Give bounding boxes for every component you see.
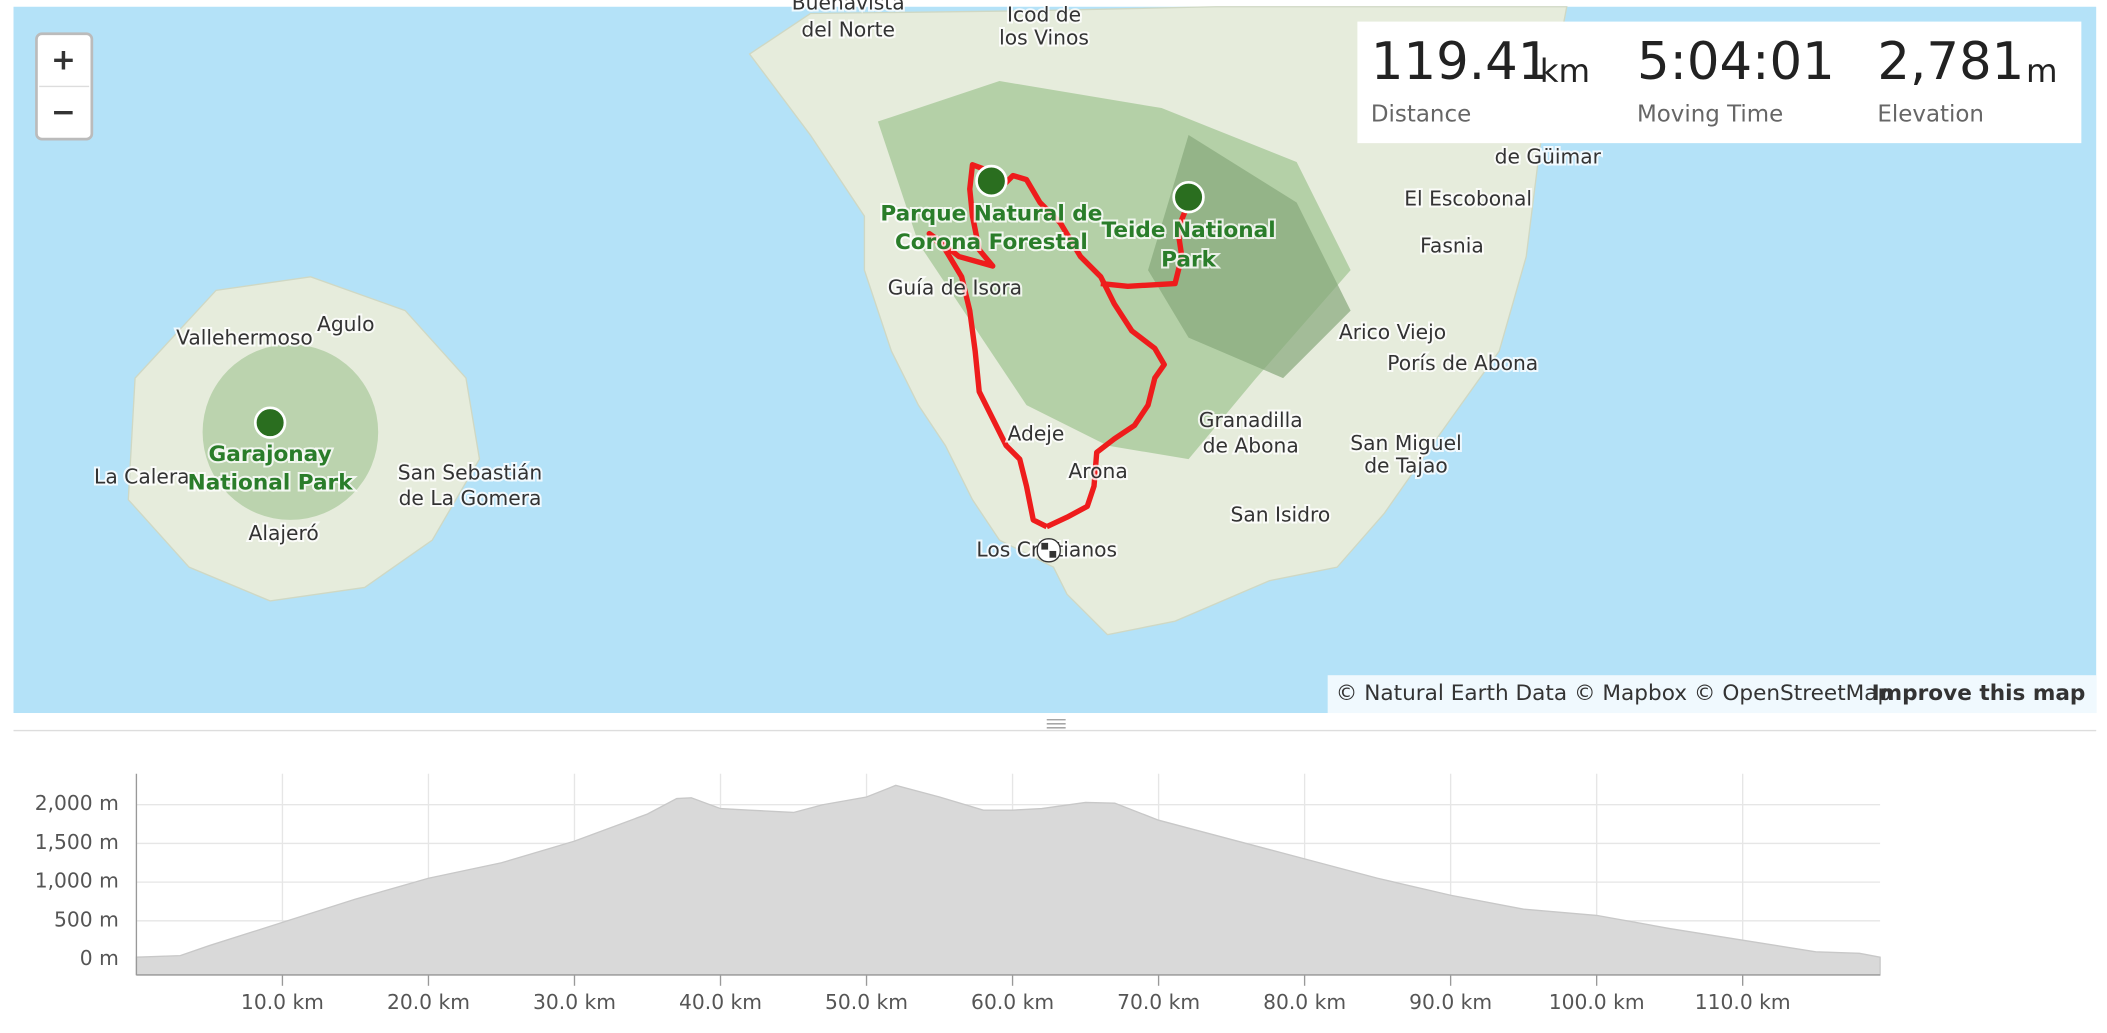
place-label: San Miguel [1350,431,1461,455]
x-tick-label: 30.0 km [533,990,616,1014]
stat-unit: km [1540,52,1590,90]
x-tick-label: 110.0 km [1695,990,1791,1014]
zoom-control: + − [35,32,94,141]
elevation-chart: 10.0 km 20.0 km 30.0 km 40.0 km 50.0 km 60.0 … [35,773,1881,1014]
place-label: Vallehermoso [176,325,313,349]
y-tick-label: 0 m [80,946,119,970]
x-tick-label: 50.0 km [825,990,908,1014]
map[interactable]: Buenavista del Norte Icod de los Vinos d… [13,0,2097,714]
stat-value: 2,781 [1877,32,2024,92]
stat-label: Distance [1371,101,1471,127]
x-tick-label: 90.0 km [1409,990,1492,1014]
place-label: Porís de Abona [1387,351,1538,375]
park-label: Teide National [1102,218,1276,243]
x-tick-label: 10.0 km [241,990,324,1014]
place-label: Arico Viejo [1339,320,1446,344]
park-label: Garajonay [209,442,332,467]
zoom-in[interactable]: + [51,42,76,77]
x-tick-label: 100.0 km [1549,990,1645,1014]
x-tick-label: 80.0 km [1263,990,1346,1014]
x-tick-label: 60.0 km [971,990,1054,1014]
x-tick-label: 40.0 km [679,990,762,1014]
attribution-text: © Natural Earth Data © Mapbox © OpenStre… [1336,681,1891,706]
place-label: del Norte [801,18,895,42]
park-icon [1172,180,1205,214]
place-label: de Tajao [1364,454,1448,478]
place-label: San Isidro [1230,502,1330,526]
place-label: de Abona [1203,433,1299,457]
forest [202,344,379,520]
place-label: Guía de Isora [888,275,1022,299]
stat-label: Elevation [1877,101,1984,127]
y-tick-label: 500 m [54,907,119,931]
park-label: Parque Natural de [880,202,1102,227]
place-label: de La Gomera [399,486,542,510]
place-label: Buenavista [792,0,905,15]
place-label: Granadilla [1199,408,1303,432]
place-label: El Escobonal [1404,186,1532,210]
place-label: Fasnia [1420,234,1484,258]
attribution-link[interactable]: Improve this map [1872,681,2086,706]
route [1100,201,1192,289]
park-label: Corona Forestal [895,230,1088,255]
place-label: Adeje [1007,421,1064,445]
place-label: La Calera [94,465,190,489]
place-label: de Güimar [1495,144,1602,168]
zoom-out[interactable]: − [51,95,76,130]
divider [13,719,2097,732]
y-tick-label: 2,000 m [35,791,119,815]
stats-panel: 119.41 km Distance 5:04:01 Moving Time 2… [1357,21,2082,144]
place-label: Arona [1068,459,1127,483]
place-label: Agulo [317,312,375,336]
place-label: Icod de [1007,3,1081,27]
stat-value: 5:04:01 [1637,32,1835,92]
place-label: los Vinos [999,26,1089,50]
y-tick-label: 1,500 m [35,830,119,854]
elevation-area [135,784,1881,976]
park-icon [253,406,287,439]
stat-value: 119.41 [1371,32,1551,92]
x-tick-label: 70.0 km [1117,990,1200,1014]
stat-label: Moving Time [1637,101,1783,127]
park-icon [975,164,1008,198]
y-tick-label: 1,000 m [35,869,119,893]
place-label: Alajeró [249,521,319,545]
park-label: Park [1161,248,1216,273]
stat-unit: m [2026,52,2058,90]
park-label: National Park [188,470,354,495]
finish-flag [1036,538,1061,563]
place-label: San Sebastián [398,460,542,484]
x-tick-label: 20.0 km [387,990,470,1014]
attribution: © Natural Earth Data © Mapbox © OpenStre… [1327,675,2097,714]
